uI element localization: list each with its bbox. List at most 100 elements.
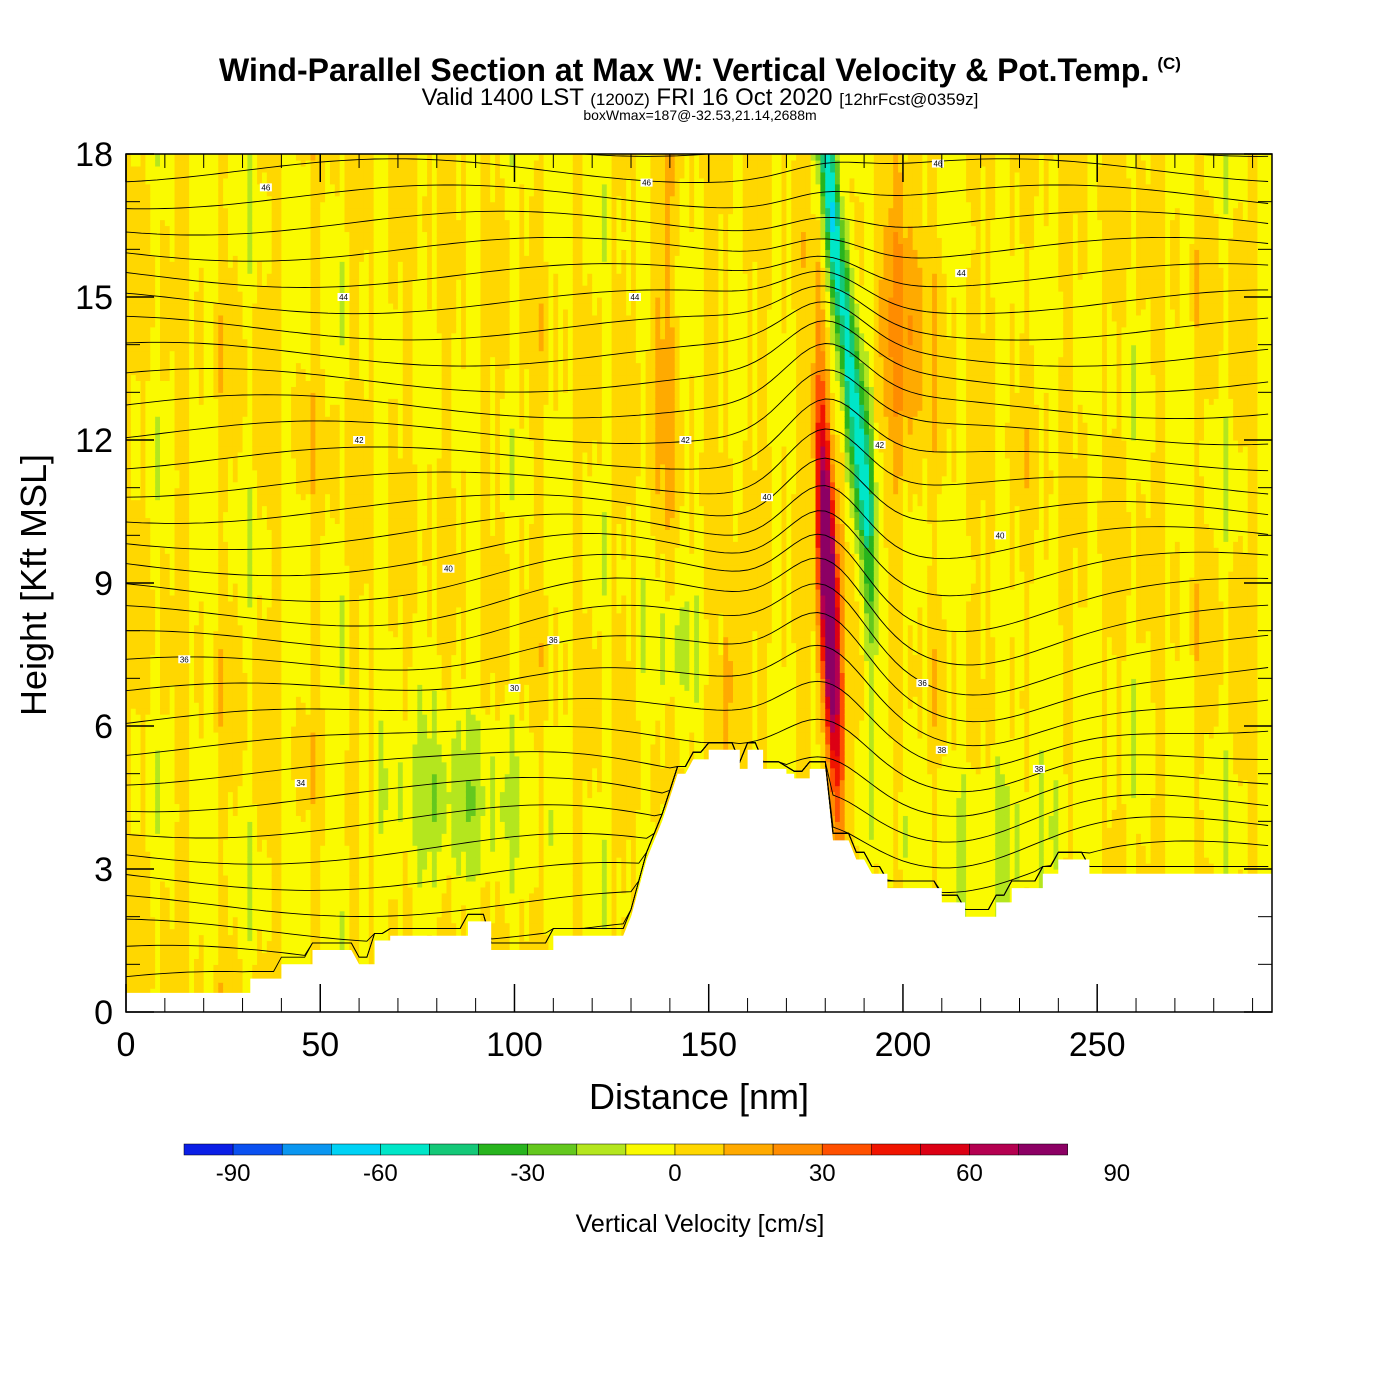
velocity-cell [160, 899, 165, 906]
velocity-cell [179, 291, 184, 298]
velocity-cell [126, 631, 131, 638]
velocity-cell [179, 756, 184, 763]
velocity-cell [189, 559, 194, 566]
velocity-cell [136, 500, 141, 507]
velocity-cell [131, 613, 136, 620]
velocity-cell [184, 440, 189, 447]
velocity-cell [150, 374, 155, 381]
velocity-cell [194, 178, 199, 185]
velocity-cell [179, 845, 184, 852]
velocity-cell [126, 357, 131, 364]
velocity-cell [136, 827, 141, 834]
velocity-cell [199, 297, 204, 304]
velocity-cell [145, 500, 150, 507]
velocity-cell [131, 392, 136, 399]
velocity-cell [136, 726, 141, 733]
velocity-cell [170, 625, 175, 632]
velocity-cell [160, 410, 165, 417]
velocity-cell [150, 589, 155, 596]
velocity-cell [189, 869, 194, 876]
velocity-cell [126, 517, 131, 524]
velocity-cell [175, 494, 180, 501]
velocity-cell [194, 774, 199, 781]
velocity-cell [150, 815, 155, 822]
velocity-cell [175, 798, 180, 805]
velocity-cell [126, 881, 131, 888]
velocity-cell [141, 404, 146, 411]
velocity-cell [126, 738, 131, 745]
velocity-cell [204, 357, 209, 364]
velocity-cell [209, 923, 214, 930]
velocity-cell [145, 333, 150, 340]
velocity-cell [184, 625, 189, 632]
velocity-cell [209, 905, 214, 912]
velocity-cell [126, 553, 131, 560]
velocity-cell [194, 386, 199, 393]
velocity-cell [131, 535, 136, 542]
velocity-cell [179, 946, 184, 953]
velocity-cell [189, 500, 194, 507]
velocity-cell [165, 434, 170, 441]
velocity-cell [184, 374, 189, 381]
velocity-cell [150, 261, 155, 268]
velocity-cell [141, 714, 146, 721]
velocity-cell [184, 226, 189, 233]
velocity-cell [175, 577, 180, 584]
velocity-cell [131, 237, 136, 244]
velocity-cell [189, 708, 194, 715]
velocity-cell [131, 792, 136, 799]
velocity-cell [126, 708, 131, 715]
velocity-cell [175, 357, 180, 364]
velocity-cell [160, 917, 165, 924]
velocity-cell [160, 398, 165, 405]
velocity-cell [170, 214, 175, 221]
velocity-cell [175, 351, 180, 358]
velocity-cell [126, 792, 131, 799]
velocity-cell [184, 464, 189, 471]
velocity-cell [160, 935, 165, 942]
velocity-cell [145, 845, 150, 852]
velocity-cell [184, 500, 189, 507]
velocity-cell [199, 190, 204, 197]
velocity-cell [126, 559, 131, 566]
velocity-cell [165, 637, 170, 644]
velocity-cell [160, 982, 165, 989]
velocity-cell [165, 452, 170, 459]
velocity-cell [165, 803, 170, 810]
velocity-cell [194, 666, 199, 673]
velocity-cell [165, 166, 170, 173]
velocity-cell [126, 905, 131, 912]
velocity-cell [209, 607, 214, 614]
velocity-cell [189, 446, 194, 453]
velocity-cell [209, 702, 214, 709]
velocity-cell [170, 392, 175, 399]
velocity-cell [204, 506, 209, 513]
velocity-cell [184, 672, 189, 679]
velocity-cell [170, 786, 175, 793]
velocity-cell [184, 792, 189, 799]
velocity-cell [184, 911, 189, 918]
velocity-cell [150, 428, 155, 435]
velocity-cell [204, 339, 209, 346]
velocity-cell [150, 226, 155, 233]
velocity-cell [170, 726, 175, 733]
velocity-cell [175, 559, 180, 566]
velocity-cell [184, 857, 189, 864]
velocity-cell [199, 434, 204, 441]
velocity-cell [204, 660, 209, 667]
velocity-cell [136, 237, 141, 244]
velocity-cell [184, 649, 189, 656]
velocity-cell [165, 291, 170, 298]
velocity-cell [136, 166, 141, 173]
velocity-cell [155, 929, 160, 936]
velocity-cell [189, 488, 194, 495]
velocity-cell [141, 398, 146, 405]
velocity-cell [184, 833, 189, 840]
velocity-cell [165, 255, 170, 262]
velocity-cell [175, 529, 180, 536]
velocity-cell [155, 285, 160, 292]
velocity-cell [126, 178, 131, 185]
velocity-cell [145, 202, 150, 209]
velocity-cell [165, 827, 170, 834]
velocity-cell [184, 905, 189, 912]
